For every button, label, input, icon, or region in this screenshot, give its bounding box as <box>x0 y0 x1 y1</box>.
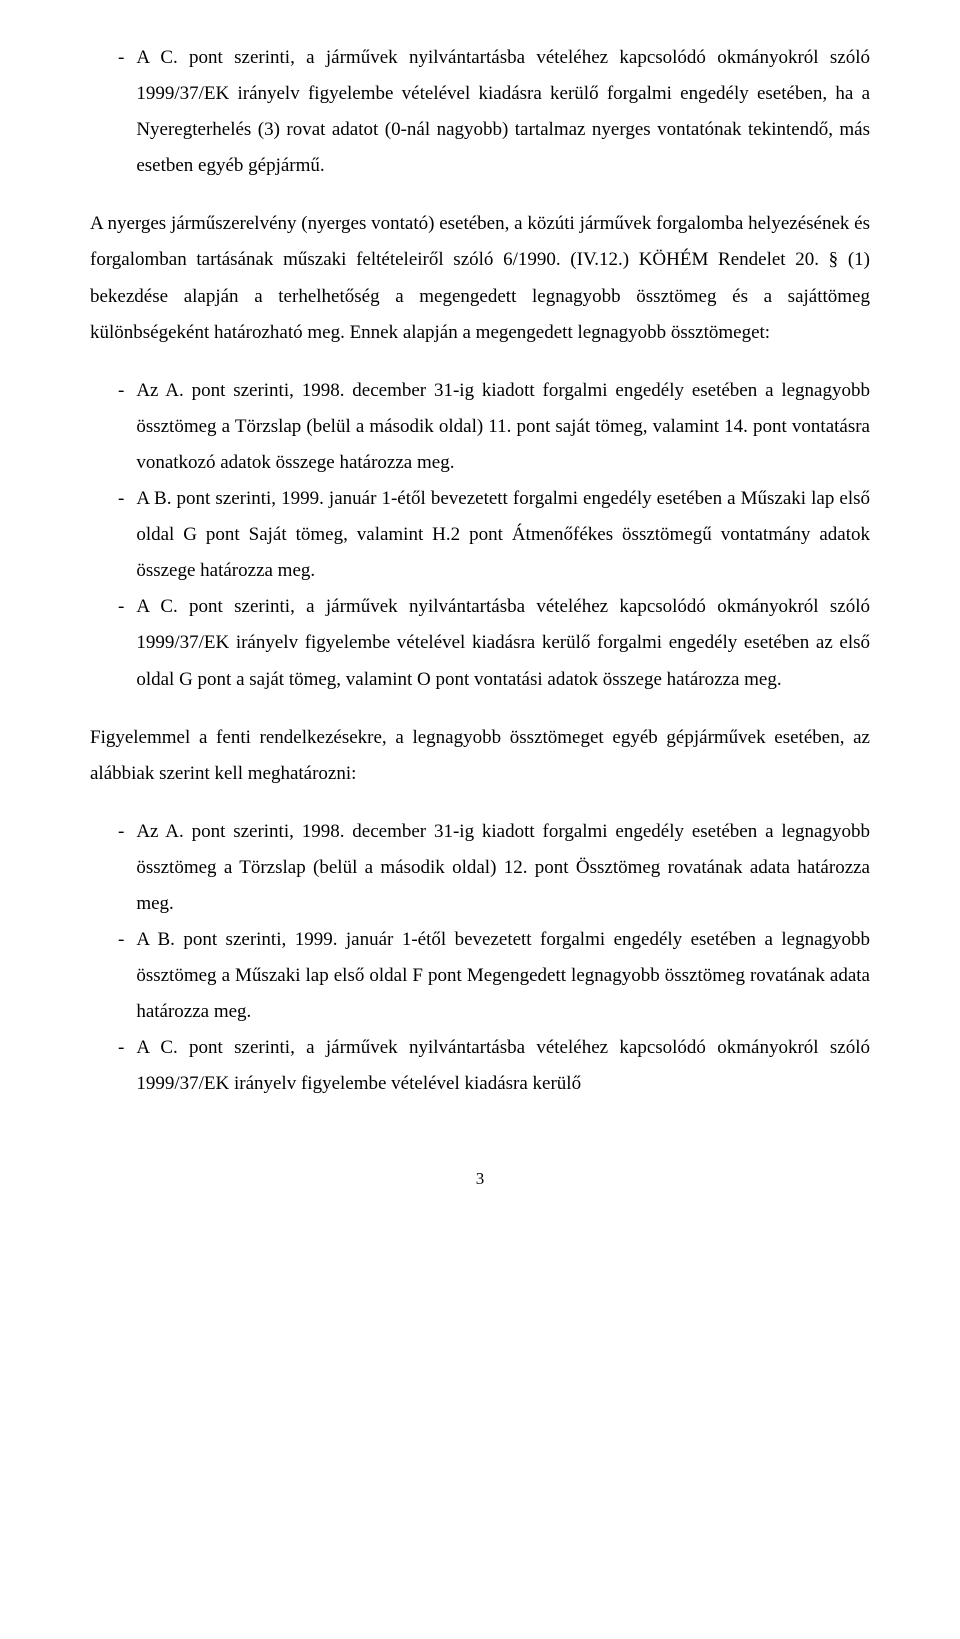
top-list-item: - A C. pont szerinti, a járművek nyilván… <box>90 40 870 184</box>
list-2-item-1: - Az A. pont szerinti, 1998. december 31… <box>118 814 870 922</box>
paragraph-1: A nyerges járműszerelvény (nyerges vonta… <box>90 206 870 350</box>
dash-bullet: - <box>118 922 136 1030</box>
list-1-item-2-text: A B. pont szerinti, 1999. január 1-étől … <box>136 481 870 589</box>
dash-bullet: - <box>118 814 136 922</box>
top-list-item-text: A C. pont szerinti, a járművek nyilvánta… <box>136 40 870 184</box>
page-number: 3 <box>90 1163 870 1195</box>
list-2-item-3-text: A C. pont szerinti, a járművek nyilvánta… <box>136 1030 870 1102</box>
paragraph-2: Figyelemmel a fenti rendelkezésekre, a l… <box>90 720 870 792</box>
list-1-item-2: - A B. pont szerinti, 1999. január 1-étő… <box>118 481 870 589</box>
list-1-item-1: - Az A. pont szerinti, 1998. december 31… <box>118 373 870 481</box>
list-2: - Az A. pont szerinti, 1998. december 31… <box>90 814 870 1103</box>
list-1-item-3: - A C. pont szerinti, a járművek nyilván… <box>118 589 870 697</box>
list-2-item-1-text: Az A. pont szerinti, 1998. december 31-i… <box>136 814 870 922</box>
list-1-item-3-text: A C. pont szerinti, a járművek nyilvánta… <box>136 589 870 697</box>
dash-bullet: - <box>90 40 136 184</box>
dash-bullet: - <box>118 589 136 697</box>
list-1: - Az A. pont szerinti, 1998. december 31… <box>90 373 870 698</box>
list-2-item-3: - A C. pont szerinti, a járművek nyilván… <box>118 1030 870 1102</box>
dash-bullet: - <box>118 481 136 589</box>
dash-bullet: - <box>118 373 136 481</box>
list-2-item-2: - A B. pont szerinti, 1999. január 1-étő… <box>118 922 870 1030</box>
dash-bullet: - <box>118 1030 136 1102</box>
list-2-item-2-text: A B. pont szerinti, 1999. január 1-étől … <box>136 922 870 1030</box>
list-1-item-1-text: Az A. pont szerinti, 1998. december 31-i… <box>136 373 870 481</box>
